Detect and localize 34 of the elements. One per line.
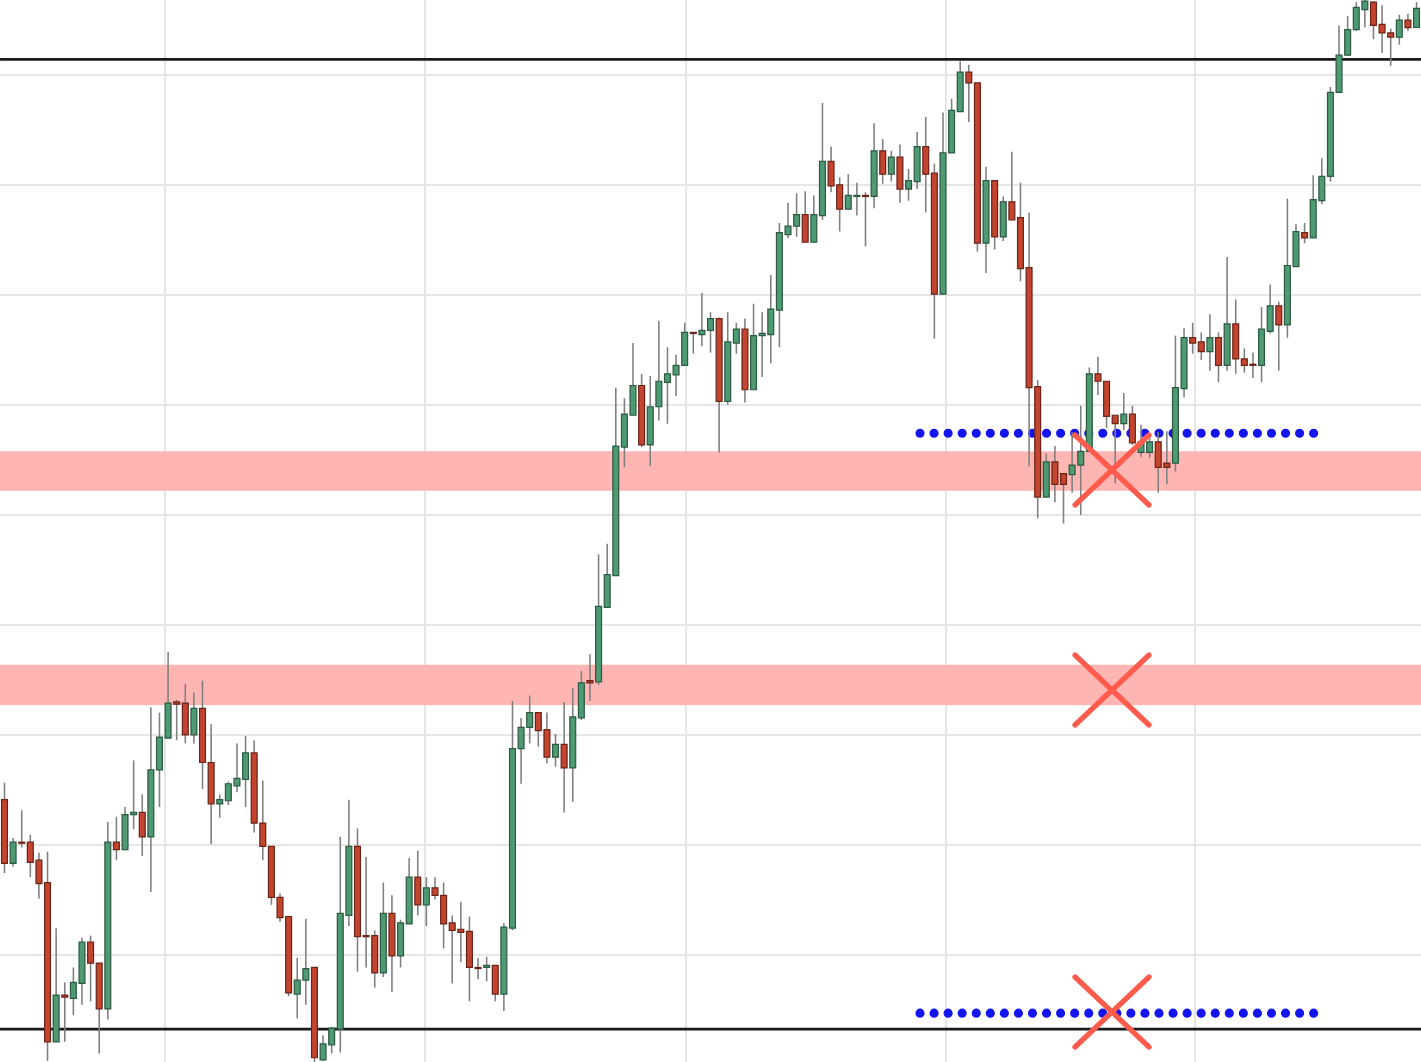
candlestick [1120, 392, 1128, 431]
candlestick [586, 653, 594, 702]
candlestick [1369, 0, 1378, 41]
candlestick [904, 168, 913, 202]
candlestick [1059, 472, 1068, 525]
candlestick [87, 934, 95, 1003]
candlestick [1008, 151, 1016, 221]
candlestick [173, 699, 181, 741]
candlestick [689, 331, 697, 355]
candlestick [698, 292, 706, 347]
candlestick [1111, 414, 1119, 484]
candlestick [1275, 300, 1283, 372]
candlestick [1051, 445, 1059, 504]
candlestick [9, 837, 17, 868]
candlestick [861, 191, 870, 248]
candlestick [483, 956, 491, 983]
candlestick [560, 701, 568, 814]
candlestick [216, 793, 224, 819]
candlestick [1395, 14, 1403, 46]
candlestick [61, 981, 69, 1043]
candlestick [1206, 313, 1214, 372]
candlestick [551, 733, 560, 768]
candlestick [112, 815, 120, 862]
candlestick [887, 150, 895, 183]
candlestick [422, 876, 430, 927]
candlestick [1301, 222, 1309, 244]
candlestick [18, 809, 26, 849]
candlestick [1197, 331, 1205, 361]
candlestick [879, 138, 887, 185]
candlestick [965, 63, 973, 123]
candlestick [1189, 322, 1197, 355]
candlestick [706, 311, 715, 354]
candlestick [1412, 1, 1421, 29]
candlestick [732, 322, 740, 355]
